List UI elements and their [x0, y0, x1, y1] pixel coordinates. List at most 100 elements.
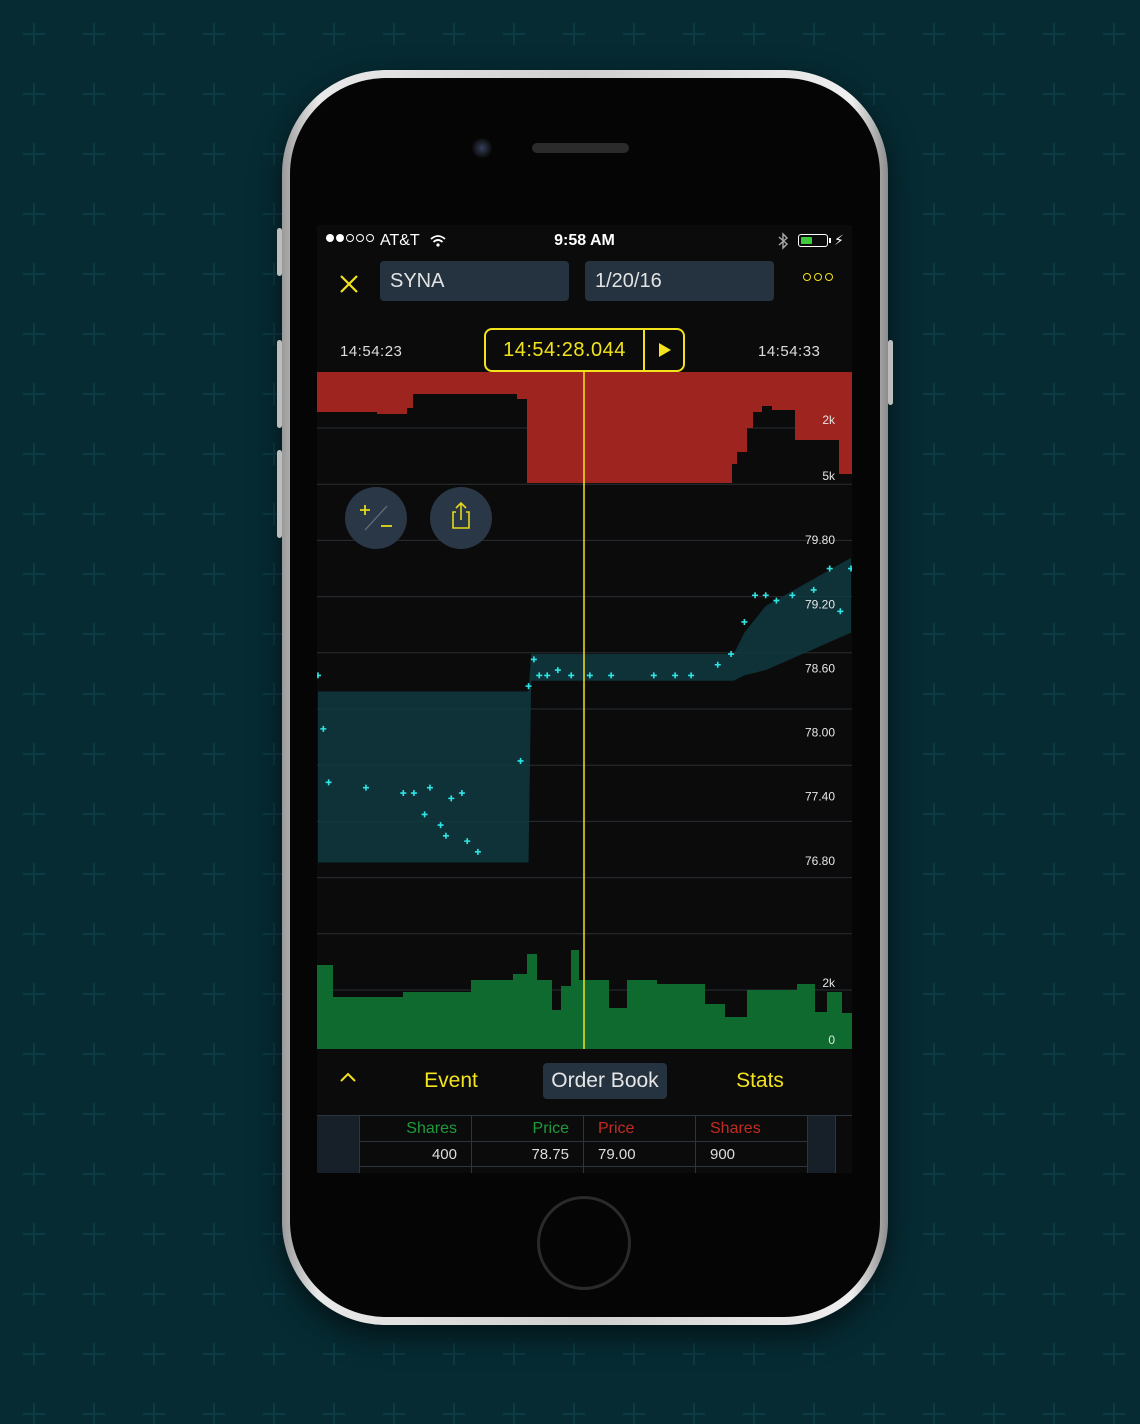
trade-marker — [320, 725, 327, 732]
wifi-icon — [430, 235, 446, 247]
volume-down-button — [277, 450, 282, 538]
trade-marker — [325, 779, 332, 786]
carrier-label: AT&T — [380, 232, 420, 249]
share-button[interactable] — [430, 487, 492, 549]
signal-dot — [336, 234, 344, 242]
trade-marker — [317, 672, 321, 679]
front-camera — [472, 138, 492, 158]
charging-icon: ⚡ — [834, 232, 844, 248]
trade-marker — [410, 790, 417, 797]
trade-marker — [714, 661, 721, 668]
signal-dot — [326, 234, 334, 242]
trade-marker — [464, 838, 471, 845]
trade-marker — [437, 822, 444, 829]
trade-marker — [474, 848, 481, 855]
trade-marker — [810, 586, 817, 593]
symbol-field[interactable]: SYNA — [380, 261, 569, 301]
price-tick-label: 77.40 — [805, 790, 835, 804]
tab-event[interactable]: Event — [424, 1069, 478, 1092]
cursor-time-label: 14:54:28.044 — [503, 339, 626, 361]
trade-marker — [544, 672, 551, 679]
share-icon — [452, 501, 470, 529]
order-book-left-edge — [317, 1115, 359, 1173]
status-time: 9:58 AM — [554, 232, 615, 249]
trade-marker — [554, 667, 561, 674]
battery-tip — [829, 238, 831, 243]
signal-dot — [366, 234, 374, 242]
trade-marker — [426, 784, 433, 791]
cursor-time-box[interactable]: 14:54:28.044 — [484, 328, 685, 372]
trade-marker — [442, 832, 449, 839]
more-dots-icon[interactable] — [803, 273, 833, 281]
trade-marker — [672, 672, 679, 679]
bid-price-cell: 78.75 — [531, 1146, 569, 1163]
bid-tick-label: 0 — [828, 1033, 835, 1047]
trade-marker — [728, 651, 735, 658]
trade-markers — [317, 565, 852, 855]
trade-marker — [586, 672, 593, 679]
ask-shares-cell: 900 — [710, 1146, 736, 1163]
ask-price-header: Price — [598, 1120, 635, 1137]
market-chart[interactable]: 2k 5k 79.80 79.20 78.60 78.00 77.40 76.80 2k 0 — [317, 372, 852, 1049]
bid-shares-header: Shares — [406, 1120, 457, 1137]
trade-marker — [837, 608, 844, 615]
trade-marker — [525, 683, 532, 690]
trade-marker — [608, 672, 615, 679]
date-field[interactable]: 1/20/16 — [585, 261, 774, 301]
trade-marker — [400, 790, 407, 797]
power-button — [888, 340, 893, 405]
battery-icon — [798, 234, 828, 247]
trade-marker — [826, 565, 833, 572]
bid-price-header: Price — [532, 1120, 569, 1137]
trade-marker — [762, 592, 769, 599]
zoom-button[interactable] — [345, 487, 407, 549]
bid-ask-band-fill — [318, 557, 851, 863]
trade-marker — [458, 790, 465, 797]
price-tick-label: 78.00 — [805, 726, 835, 740]
home-button[interactable] — [537, 1196, 631, 1290]
timeline-end: 14:54:33 — [758, 343, 821, 360]
order-book-table: Shares Price Price Shares 400 78.75 79.0… — [317, 1115, 852, 1173]
app-screen: AT&T 9:58 AM ⚡ SYNA 1/20/16 14:54:23 14:… — [317, 225, 852, 1173]
price-tick-label: 79.20 — [805, 597, 835, 611]
chevron-up-icon[interactable] — [339, 1071, 357, 1083]
trade-marker — [688, 672, 695, 679]
tab-stats[interactable]: Stats — [736, 1069, 784, 1092]
trade-marker — [530, 656, 537, 663]
signal-strength-icon — [326, 234, 374, 242]
ask-tick-label: 5k — [822, 469, 836, 483]
trade-marker — [773, 597, 780, 604]
bottom-tabs: Event Order Book Stats — [317, 1049, 852, 1115]
play-icon — [659, 343, 671, 357]
ask-price-cell: 79.00 — [598, 1146, 636, 1163]
price-tick-label: 78.60 — [805, 661, 835, 675]
mute-switch — [277, 228, 282, 276]
bluetooth-icon — [778, 232, 789, 250]
trade-marker — [789, 592, 796, 599]
trade-marker — [421, 811, 428, 818]
bid-shares-cell: 400 — [431, 1146, 457, 1163]
volume-up-button — [277, 340, 282, 428]
trade-marker — [536, 672, 543, 679]
signal-dot — [356, 234, 364, 242]
plus-minus-icon — [360, 505, 392, 531]
signal-dot — [346, 234, 354, 242]
trade-marker — [448, 795, 455, 802]
bid-tick-label: 2k — [822, 976, 836, 990]
trade-marker — [741, 618, 748, 625]
play-button[interactable] — [643, 330, 683, 370]
status-bar: AT&T 9:58 AM ⚡ — [317, 225, 852, 257]
bid-ask-band — [318, 557, 851, 863]
trade-marker — [848, 565, 852, 572]
trade-marker — [517, 757, 524, 764]
price-tick-label: 79.80 — [805, 533, 835, 547]
order-book-right-edge — [807, 1115, 835, 1173]
earpiece-speaker — [532, 143, 629, 153]
tab-order-book[interactable]: Order Book — [543, 1063, 667, 1099]
ask-tick-label: 2k — [822, 413, 836, 427]
ask-shares-header: Shares — [710, 1120, 761, 1137]
timeline-start: 14:54:23 — [340, 343, 403, 360]
close-x-icon[interactable] — [338, 273, 360, 295]
trade-marker — [568, 672, 575, 679]
trade-marker — [752, 592, 759, 599]
